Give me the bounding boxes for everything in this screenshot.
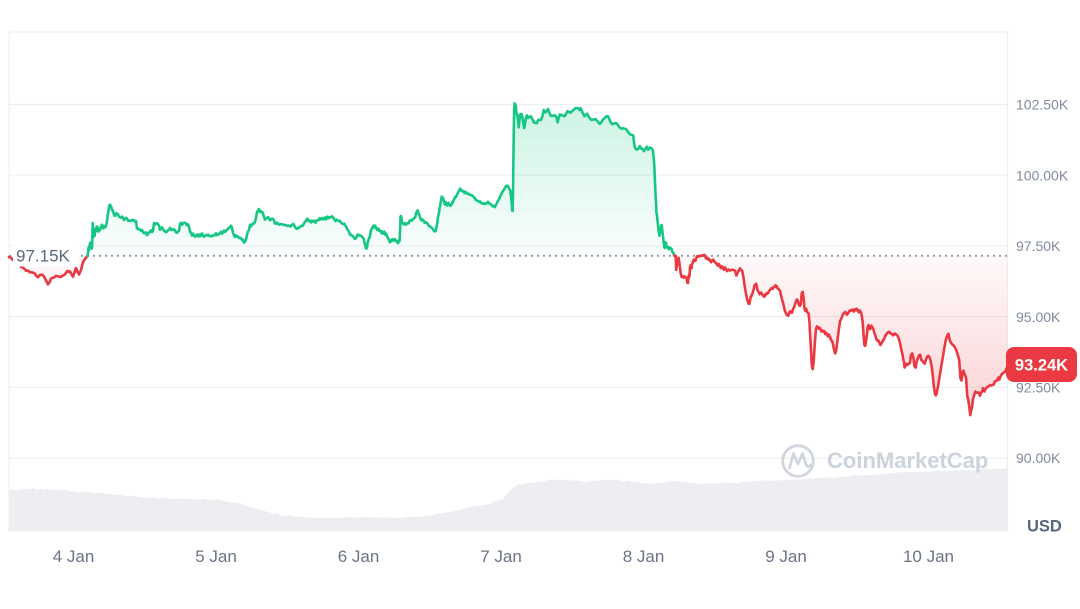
- svg-text:5 Jan: 5 Jan: [195, 547, 237, 566]
- svg-text:7 Jan: 7 Jan: [480, 547, 522, 566]
- svg-text:95.00K: 95.00K: [1016, 309, 1061, 325]
- svg-text:92.50K: 92.50K: [1016, 380, 1061, 396]
- svg-text:97.15K: 97.15K: [16, 247, 71, 266]
- svg-text:90.00K: 90.00K: [1016, 450, 1061, 466]
- svg-text:4 Jan: 4 Jan: [53, 547, 95, 566]
- svg-text:6 Jan: 6 Jan: [338, 547, 380, 566]
- svg-text:8 Jan: 8 Jan: [623, 547, 665, 566]
- svg-text:CoinMarketCap: CoinMarketCap: [827, 448, 988, 473]
- svg-text:102.50K: 102.50K: [1016, 97, 1069, 113]
- svg-text:93.24K: 93.24K: [1015, 357, 1068, 375]
- svg-text:10 Jan: 10 Jan: [903, 547, 954, 566]
- svg-text:97.50K: 97.50K: [1016, 238, 1061, 254]
- svg-text:9 Jan: 9 Jan: [765, 547, 807, 566]
- svg-text:100.00K: 100.00K: [1016, 167, 1069, 183]
- svg-text:USD: USD: [1027, 518, 1062, 536]
